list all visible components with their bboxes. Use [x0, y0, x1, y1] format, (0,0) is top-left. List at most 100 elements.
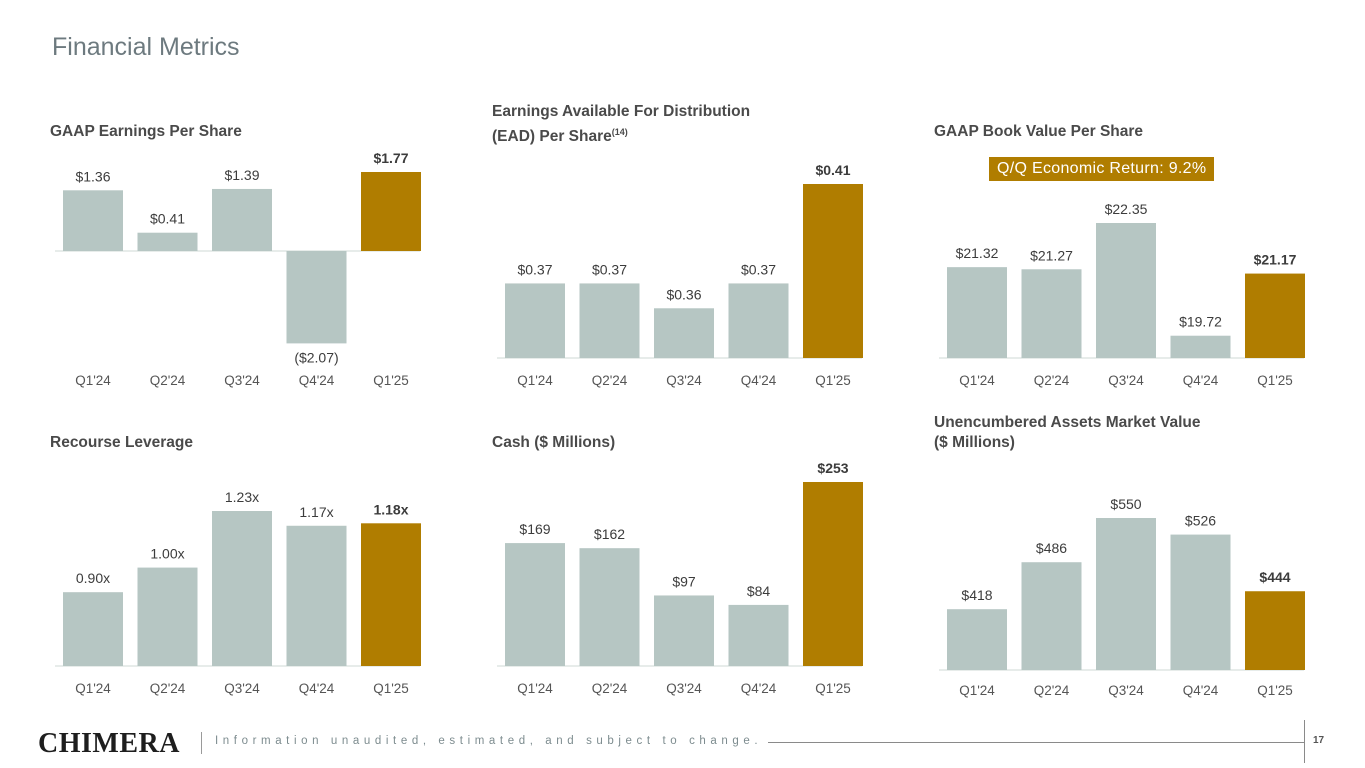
- chart-cash: $169 $162 $97 $84 $253 Q1'24 Q2'24 Q3'24 Q4'24 Q1…: [497, 460, 863, 696]
- footer-rule: [768, 742, 1304, 743]
- data-label-ead-3: $0.37: [741, 261, 776, 277]
- bar-cash-4: [803, 482, 863, 666]
- data-label-ead-2: $0.36: [666, 286, 701, 302]
- data-label-gaap_eps-2: $1.39: [224, 167, 259, 183]
- panel-title-ead-line2: (EAD) Per Share: [492, 128, 612, 146]
- x-tick-ead-0: Q1'24: [517, 373, 553, 388]
- panel-ead: Earnings Available For Distribution (EAD…: [492, 103, 863, 388]
- panel-title-bvps: GAAP Book Value Per Share: [934, 123, 1144, 140]
- data-label-leverage-3: 1.17x: [299, 504, 333, 520]
- economic-return-badge: Q/Q Economic Return: 9.2%: [989, 157, 1215, 181]
- data-label-bvps-0: $21.32: [956, 245, 999, 261]
- data-label-unencumbered-0: $418: [961, 587, 992, 603]
- panel-title-ead: Earnings Available For Distribution (EAD…: [492, 102, 750, 147]
- bar-unencumbered-4: [1245, 591, 1305, 670]
- data-label-gaap_eps-0: $1.36: [75, 168, 110, 184]
- data-label-bvps-4: $21.17: [1254, 252, 1297, 268]
- x-tick-cash-3: Q4'24: [741, 681, 777, 696]
- bar-gaap_eps-3: [286, 251, 347, 344]
- bar-ead-3: [728, 283, 789, 358]
- data-label-unencumbered-3: $526: [1185, 513, 1216, 529]
- data-label-gaap_eps-4: $1.77: [373, 150, 408, 166]
- x-tick-gaap_eps-3: Q4'24: [299, 373, 335, 388]
- data-label-unencumbered-1: $486: [1036, 540, 1067, 556]
- x-tick-ead-2: Q3'24: [666, 373, 702, 388]
- x-tick-ead-4: Q1'25: [815, 373, 851, 388]
- footnote-ref: (14): [611, 127, 628, 137]
- data-label-cash-3: $84: [747, 583, 771, 599]
- footer-disclaimer: Information unaudited, estimated, and su…: [215, 735, 763, 747]
- bar-ead-4: [803, 184, 863, 358]
- bar-unencumbered-3: [1170, 534, 1231, 670]
- data-label-leverage-4: 1.18x: [373, 501, 408, 517]
- x-tick-unencumbered-2: Q3'24: [1108, 683, 1144, 698]
- x-tick-bvps-2: Q3'24: [1108, 373, 1144, 388]
- x-tick-ead-1: Q2'24: [592, 373, 628, 388]
- bar-leverage-3: [286, 525, 347, 666]
- x-tick-gaap_eps-1: Q2'24: [150, 373, 186, 388]
- page-title: Financial Metrics: [52, 33, 240, 61]
- x-tick-unencumbered-0: Q1'24: [959, 683, 995, 698]
- bar-ead-0: [505, 283, 565, 358]
- x-tick-gaap_eps-4: Q1'25: [373, 373, 409, 388]
- bar-leverage-2: [212, 511, 272, 666]
- data-label-cash-0: $169: [519, 521, 550, 537]
- x-tick-cash-1: Q2'24: [592, 681, 628, 696]
- bar-gaap_eps-4: [361, 172, 421, 251]
- panel-title-unencumbered-line2: ($ Millions): [934, 434, 1015, 451]
- bar-cash-1: [579, 548, 640, 666]
- panel-leverage: Recourse Leverage 0.90x 1.00x 1.23x 1.17x 1.…: [50, 420, 421, 696]
- bar-bvps-0: [947, 267, 1007, 358]
- bar-bvps-4: [1245, 273, 1305, 358]
- data-label-bvps-3: $19.72: [1179, 314, 1222, 330]
- bar-bvps-1: [1021, 269, 1082, 358]
- x-tick-gaap_eps-2: Q3'24: [224, 373, 260, 388]
- x-tick-leverage-4: Q1'25: [373, 681, 409, 696]
- x-tick-bvps-0: Q1'24: [959, 373, 995, 388]
- panel-title-leverage: Recourse Leverage: [50, 434, 194, 451]
- x-tick-cash-2: Q3'24: [666, 681, 702, 696]
- bar-unencumbered-1: [1021, 562, 1082, 670]
- x-tick-leverage-3: Q4'24: [299, 681, 335, 696]
- footer-rule-vertical: [1304, 720, 1305, 763]
- x-tick-bvps-1: Q2'24: [1034, 373, 1070, 388]
- x-tick-cash-0: Q1'24: [517, 681, 553, 696]
- bar-leverage-1: [137, 567, 198, 666]
- panel-cash: Cash ($ Millions) $169 $162 $97 $84 $253 Q1'2…: [492, 420, 863, 696]
- x-tick-unencumbered-1: Q2'24: [1034, 683, 1070, 698]
- bar-ead-1: [579, 283, 640, 358]
- bar-gaap_eps-1: [137, 232, 198, 251]
- bar-gaap_eps-0: [63, 190, 123, 251]
- bar-leverage-4: [361, 523, 421, 666]
- x-tick-leverage-1: Q2'24: [150, 681, 186, 696]
- panel-title-cash: Cash ($ Millions): [492, 434, 616, 451]
- bar-cash-0: [505, 543, 565, 666]
- panel-unencumbered: Unencumbered Assets Market Value ($ Mill…: [934, 414, 1305, 698]
- bar-cash-3: [728, 604, 789, 666]
- data-label-gaap_eps-3: ($2.07): [294, 349, 338, 365]
- panel-title-unencumbered: Unencumbered Assets Market Value ($ Mill…: [934, 413, 1200, 453]
- page-number: 17: [1313, 735, 1325, 746]
- panel-title-unencumbered-line1: Unencumbered Assets Market Value: [934, 414, 1201, 431]
- data-label-unencumbered-2: $550: [1110, 496, 1141, 512]
- data-label-leverage-0: 0.90x: [76, 570, 110, 586]
- data-label-cash-1: $162: [594, 526, 625, 542]
- x-tick-leverage-2: Q3'24: [224, 681, 260, 696]
- chart-ead: $0.37 $0.37 $0.36 $0.37 $0.41 Q1'24 Q2'24 Q3'24…: [497, 162, 863, 388]
- panel-bvps: GAAP Book Value Per Share $21.32 $21.27 $2…: [934, 110, 1305, 388]
- panel-title-gaap-eps: GAAP Earnings Per Share: [50, 123, 242, 140]
- data-label-cash-4: $253: [817, 460, 848, 476]
- x-tick-bvps-3: Q4'24: [1183, 373, 1219, 388]
- data-label-leverage-1: 1.00x: [150, 546, 184, 562]
- panel-title-ead-line1: Earnings Available For Distribution: [492, 103, 751, 120]
- data-label-leverage-2: 1.23x: [225, 489, 259, 505]
- bar-cash-2: [654, 595, 714, 666]
- x-tick-leverage-0: Q1'24: [75, 681, 111, 696]
- data-label-unencumbered-4: $444: [1259, 569, 1290, 585]
- bar-ead-2: [654, 308, 714, 358]
- chart-leverage: 0.90x 1.00x 1.23x 1.17x 1.18x Q1'24 Q2'24 Q3'24…: [55, 489, 421, 696]
- chimera-logo: CHIMERA: [38, 728, 180, 759]
- data-label-bvps-2: $22.35: [1105, 201, 1148, 217]
- bar-unencumbered-2: [1096, 518, 1156, 670]
- data-label-gaap_eps-1: $0.41: [150, 211, 185, 227]
